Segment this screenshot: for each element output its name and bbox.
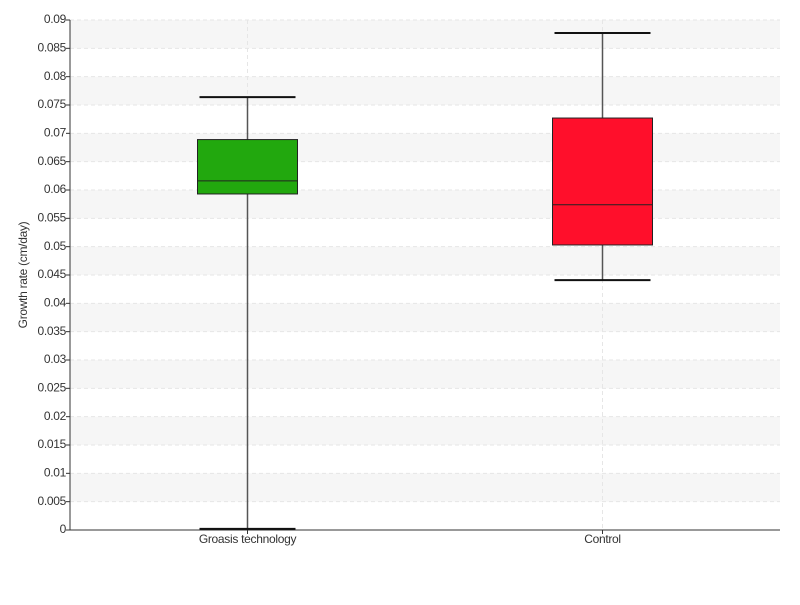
y-tick-label: 0.085 (37, 41, 66, 55)
y-tick-label: 0.01 (44, 466, 67, 480)
grid-stripe (70, 76, 780, 105)
y-tick-label: 0 (60, 522, 67, 536)
y-tick-label: 0.02 (44, 409, 67, 423)
y-tick-label: 0.005 (37, 494, 66, 508)
box (197, 139, 298, 195)
y-tick-label: 0.09 (44, 12, 67, 26)
x-tick-label: Groasis technology (199, 532, 297, 546)
box (552, 117, 653, 246)
y-tick-label: 0.025 (37, 381, 66, 395)
x-tick-label: Control (584, 532, 621, 546)
y-tick-label: 0.015 (37, 437, 66, 451)
y-tick-label: 0.07 (44, 126, 67, 140)
grid-stripe (70, 20, 780, 49)
grid-stripe (70, 416, 780, 445)
y-tick-label: 0.065 (37, 154, 66, 168)
grid-stripe (70, 473, 780, 502)
y-tick-label: 0.08 (44, 69, 67, 83)
grid-stripe (70, 133, 780, 162)
grid-stripe (70, 303, 780, 332)
y-axis-label: Growth rate (cm/day) (16, 221, 30, 328)
y-tick-label: 0.045 (37, 267, 66, 281)
grid-stripe (70, 360, 780, 389)
y-tick-label: 0.055 (37, 211, 66, 225)
y-tick-label: 0.075 (37, 97, 66, 111)
grid-stripe (70, 190, 780, 219)
y-tick-label: 0.05 (44, 239, 67, 253)
y-tick-label: 0.035 (37, 324, 66, 338)
grid-stripe (70, 246, 780, 275)
y-tick-label: 0.04 (44, 296, 67, 310)
y-tick-label: 0.06 (44, 182, 67, 196)
y-tick-label: 0.03 (44, 352, 67, 366)
